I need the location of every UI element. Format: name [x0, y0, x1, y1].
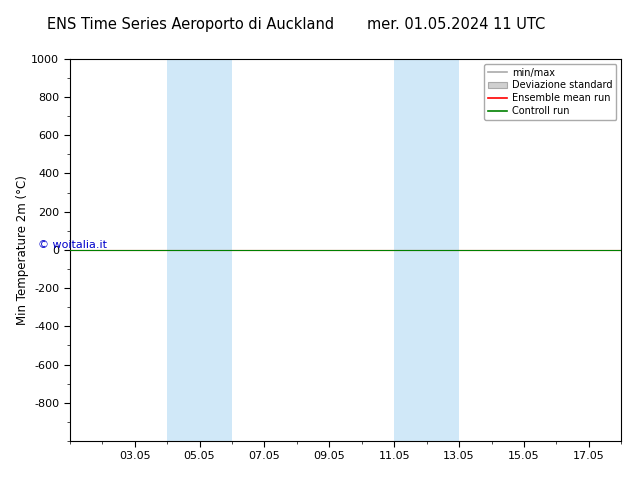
Bar [394, 59, 459, 441]
Text: mer. 01.05.2024 11 UTC: mer. 01.05.2024 11 UTC [367, 17, 546, 32]
Y-axis label: Min Temperature 2m (°C): Min Temperature 2m (°C) [16, 175, 29, 325]
Text: ENS Time Series Aeroporto di Auckland: ENS Time Series Aeroporto di Auckland [47, 17, 333, 32]
Bar [167, 59, 232, 441]
Text: © woitalia.it: © woitalia.it [37, 240, 107, 250]
Legend: min/max, Deviazione standard, Ensemble mean run, Controll run: min/max, Deviazione standard, Ensemble m… [484, 64, 616, 120]
